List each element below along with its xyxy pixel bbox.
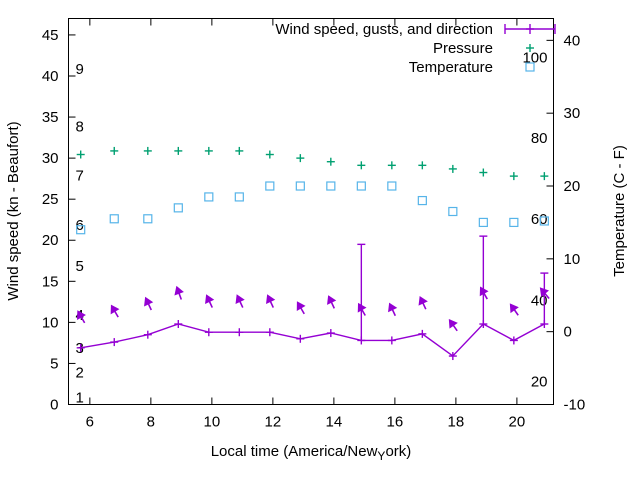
temperature-marker: [295, 181, 305, 191]
wind-direction-arrow: [144, 296, 154, 311]
fahrenheit-label: 60: [531, 211, 548, 228]
series-pressure: [76, 146, 549, 181]
x-tick-label: 12: [265, 414, 282, 431]
x-tick-label: 18: [448, 414, 465, 431]
temperature-marker: [356, 181, 366, 191]
y-left-tick-label: 25: [42, 191, 59, 208]
wind-direction-arrow: [174, 285, 184, 300]
wind-direction-arrow: [205, 294, 215, 308]
y-right-tick-label: 20: [564, 178, 581, 195]
x-tick-label: 20: [509, 414, 526, 431]
x-axis-label: Local time (America/NewYork): [211, 443, 412, 463]
x-tick-label: 10: [204, 414, 221, 431]
legend-label: Temperature: [409, 59, 493, 76]
temperature-marker: [234, 192, 244, 202]
legend: Wind speed, gusts, and direction Pressure…: [275, 21, 556, 76]
y-left-tick-label: 15: [42, 273, 59, 290]
beaufort-label: 9: [76, 61, 84, 78]
y-right-tick-label: 10: [564, 251, 581, 268]
wind-direction-arrow: [327, 295, 337, 309]
fahrenheit-scale-labels: 20 40 60 80 100: [522, 49, 547, 390]
fahrenheit-label: 20: [531, 373, 548, 390]
x-tick-label: 16: [387, 414, 404, 431]
temperature-marker: [539, 216, 549, 226]
wind-direction-arrow: [357, 302, 367, 316]
left-axis-ticks: 0 5 10 15 20 25 30 35 40 45: [42, 27, 76, 414]
temperature-marker: [143, 214, 153, 224]
x-tick-label: 6: [86, 414, 94, 431]
x-axis-ticks: 6 8 10 12 14 16 18 20: [86, 18, 526, 431]
fahrenheit-label: 80: [531, 130, 548, 147]
wind-direction-arrow: [509, 303, 519, 316]
right-axis-ticks: -10 0 10 20 30 40: [546, 32, 586, 414]
beaufort-label: 5: [76, 258, 84, 275]
wind-direction-arrow: [296, 301, 306, 315]
y-right-tick-label: 30: [564, 105, 581, 122]
y-left-tick-label: 10: [42, 314, 59, 331]
temperature-marker: [76, 225, 86, 235]
wind-direction-arrow: [388, 302, 398, 317]
wind-direction-arrow: [418, 296, 428, 310]
temperature-marker: [387, 181, 397, 191]
y-axis-right-label: Temperature (C - F): [611, 145, 628, 277]
temperature-marker: [204, 192, 214, 202]
y-axis-left-label: Wind speed (kn - Beaufort): [5, 121, 22, 300]
legend-swatch: [525, 62, 535, 72]
beaufort-label: 1: [76, 389, 84, 406]
wind-direction-arrow: [110, 304, 120, 318]
axes-frame: [68, 18, 554, 405]
y-left-tick-label: 30: [42, 150, 59, 167]
temperature-marker: [417, 195, 427, 206]
wind-direction-arrow: [235, 294, 245, 308]
y-right-tick-label: 40: [564, 32, 581, 49]
wind-direction-arrow: [479, 286, 489, 300]
legend-label: Wind speed, gusts, and direction: [275, 21, 493, 38]
wind-direction-arrow: [266, 294, 276, 308]
temperature-marker: [478, 217, 488, 228]
wind-speed-line: [80, 323, 545, 357]
y-left-tick-label: 40: [42, 68, 59, 85]
y-left-tick-label: 5: [50, 355, 58, 372]
beaufort-label: 2: [76, 365, 84, 382]
fahrenheit-label: 100: [522, 49, 547, 66]
series-wind-speed: [76, 235, 550, 361]
wind-direction-arrow: [448, 318, 458, 332]
y-left-tick-label: 35: [42, 109, 59, 126]
y-left-tick-label: 45: [42, 27, 59, 44]
y-left-tick-label: 0: [50, 397, 58, 414]
y-left-tick-label: 20: [42, 232, 59, 249]
beaufort-label: 8: [76, 118, 84, 135]
temperature-marker: [265, 181, 275, 191]
temperature-marker: [448, 206, 458, 217]
wind-direction-arrow: [77, 310, 86, 324]
temperature-marker: [326, 181, 336, 191]
x-tick-label: 8: [147, 414, 155, 431]
temperature-marker: [509, 217, 519, 228]
beaufort-label: 7: [76, 168, 84, 185]
temperature-marker: [173, 203, 183, 213]
y-right-tick-label: 0: [564, 324, 572, 341]
legend-label: Pressure: [433, 40, 493, 57]
x-tick-label: 14: [326, 414, 343, 431]
y-right-tick-label: -10: [564, 397, 586, 414]
series-temperature: [76, 181, 549, 235]
fahrenheit-label: 40: [531, 293, 548, 310]
temperature-marker: [109, 214, 119, 224]
wind-direction-arrow: [539, 287, 550, 300]
